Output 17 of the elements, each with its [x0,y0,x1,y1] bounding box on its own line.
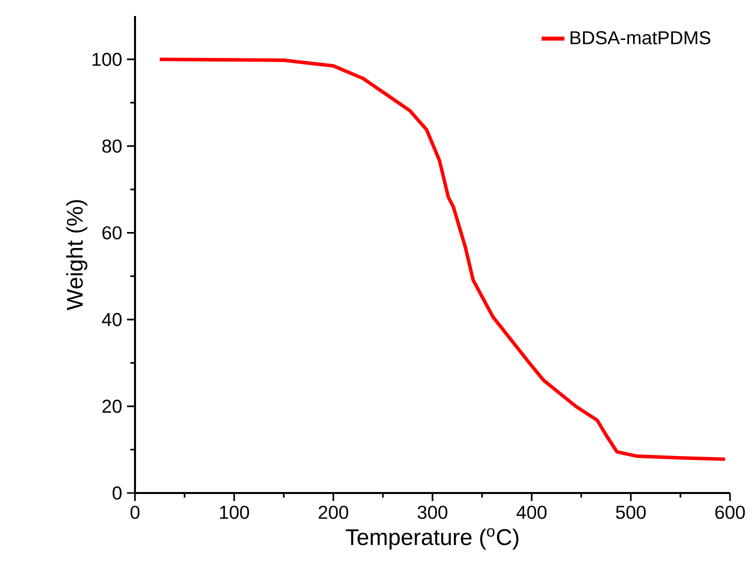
y-tick-label: 60 [102,226,122,240]
x-tick-label: 200 [318,506,348,519]
y-tick-label: 20 [102,400,122,413]
x-tick-label: 400 [516,506,547,519]
y-tick-label: 80 [102,139,122,153]
legend-label: BDSA-matPDMS [570,31,710,44]
x-axis-title: Temperature ($^{o}$C) [346,528,518,550]
line-series [158,58,727,461]
y-axis-title: Weight (%) [66,200,88,310]
x-tick-label: 600 [715,506,745,519]
y-tick-label: 0 [112,486,122,500]
x-tick-label: 500 [616,506,646,519]
x-tick-label: 300 [418,506,448,519]
x-tick-label: 100 [220,506,250,519]
y-tick-label: 100 [92,52,122,66]
x-tick-label: 0 [130,506,140,519]
y-tick-label: 40 [102,312,122,326]
